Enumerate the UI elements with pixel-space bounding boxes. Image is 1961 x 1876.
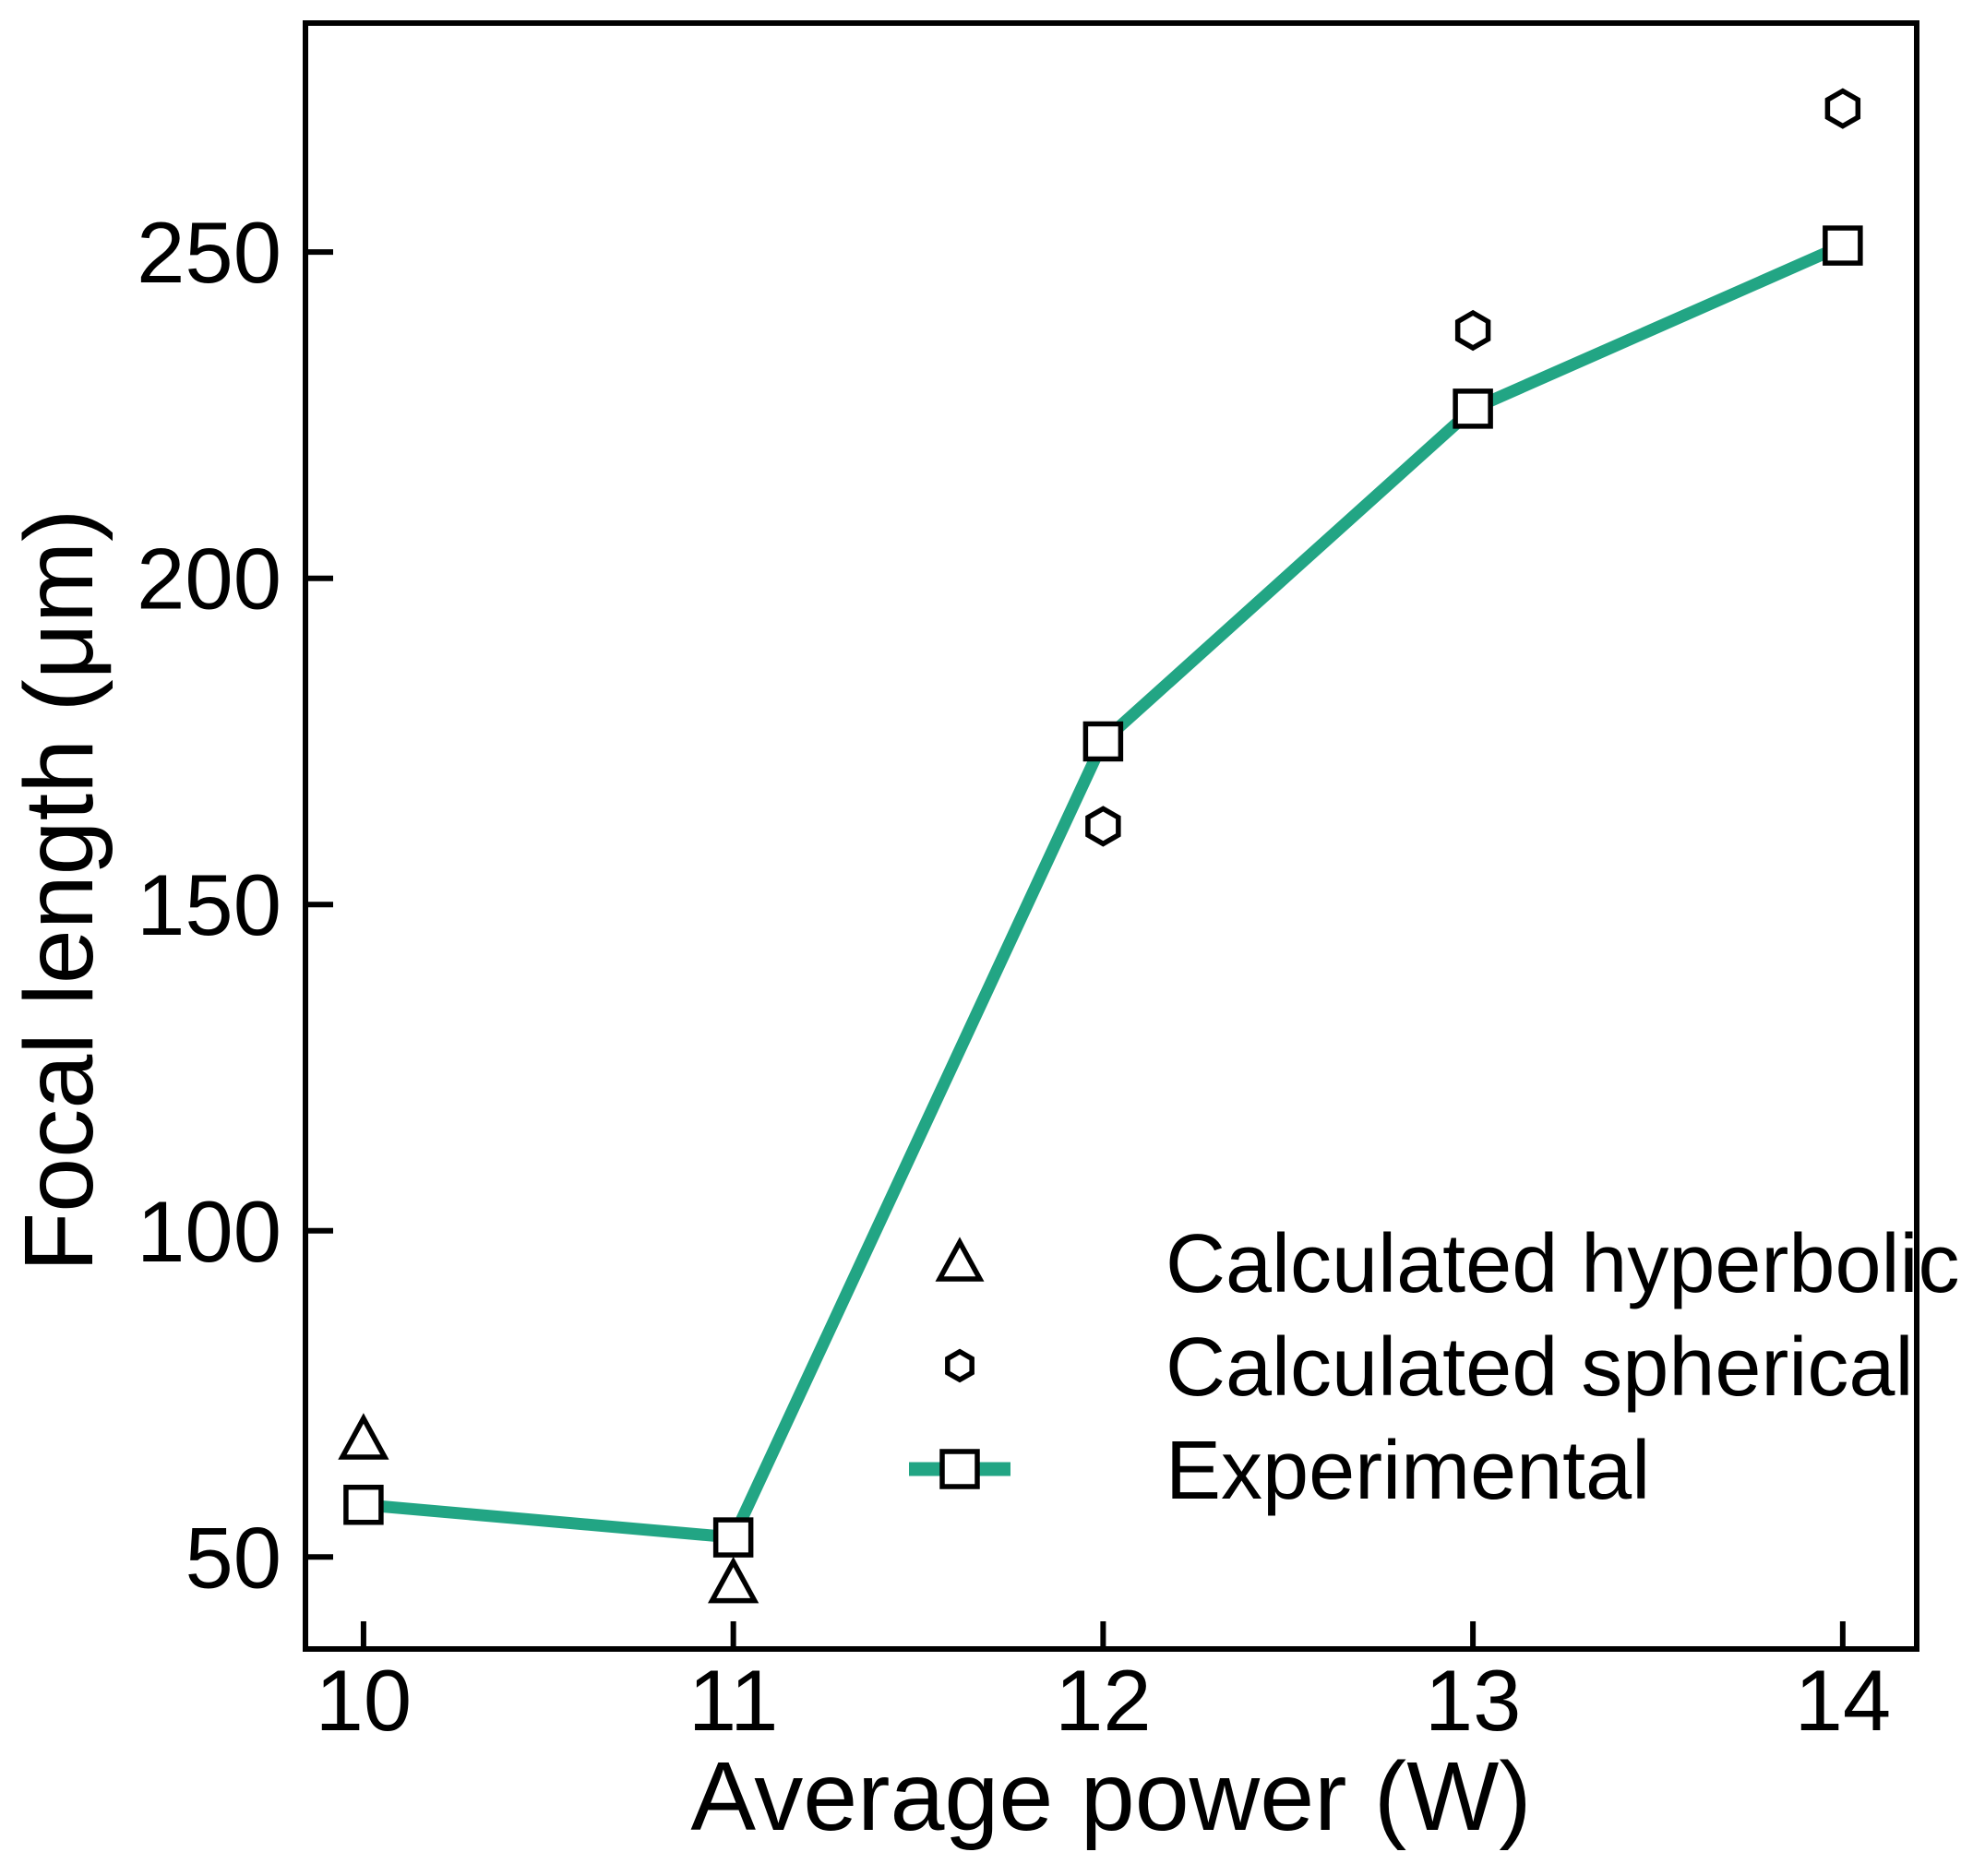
square-marker-icon [712, 1517, 754, 1558]
y-tick-label: 100 [137, 1183, 281, 1280]
x-tick-label: 10 [316, 1652, 413, 1749]
triangle-marker-icon [708, 1556, 759, 1604]
y-tick-label: 50 [185, 1509, 281, 1606]
square-marker-icon [1082, 721, 1124, 762]
legend-entry: Experimental [909, 1425, 1650, 1517]
x-tick-label: 12 [1055, 1652, 1152, 1749]
hexagon-marker-icon [945, 1348, 975, 1383]
square-marker-icon [343, 1484, 384, 1525]
x-tick-label: 11 [688, 1652, 779, 1749]
x-axis-label: Average power (W) [690, 1742, 1531, 1851]
y-tick-label: 150 [137, 856, 281, 953]
square-marker-icon [939, 1449, 980, 1489]
legend-entry-label: Calculated hyperbolic [1166, 1218, 1960, 1310]
square-marker-icon [1453, 388, 1493, 429]
x-tick-label: 13 [1425, 1652, 1522, 1749]
y-tick-label: 250 [137, 204, 281, 301]
hexagon-marker-icon [1085, 806, 1121, 847]
legend-entry: Calculated hyperbolic [935, 1218, 1960, 1310]
legend-entry-label: Calculated spherical [1166, 1321, 1913, 1414]
legend: Calculated hyperbolic Calculated spherica… [909, 1218, 1960, 1517]
square-marker-icon [1823, 225, 1863, 266]
hexagon-marker-icon [1824, 88, 1861, 129]
plot-frame [303, 20, 1919, 1652]
triangle-marker-icon [338, 1413, 389, 1460]
y-axis-label: Focal length (μm) [5, 509, 114, 1273]
hexagon-marker-icon [1454, 309, 1491, 352]
legend-entry: Calculated spherical [945, 1321, 1913, 1414]
triangle-marker-icon [935, 1237, 985, 1282]
plot-area: 10 11 12 13 14 50 100 150 200 250 [137, 20, 1919, 1749]
legend-entry-label: Experimental [1166, 1425, 1650, 1517]
y-tick-label: 200 [137, 531, 281, 627]
x-tick-label: 14 [1795, 1652, 1892, 1749]
